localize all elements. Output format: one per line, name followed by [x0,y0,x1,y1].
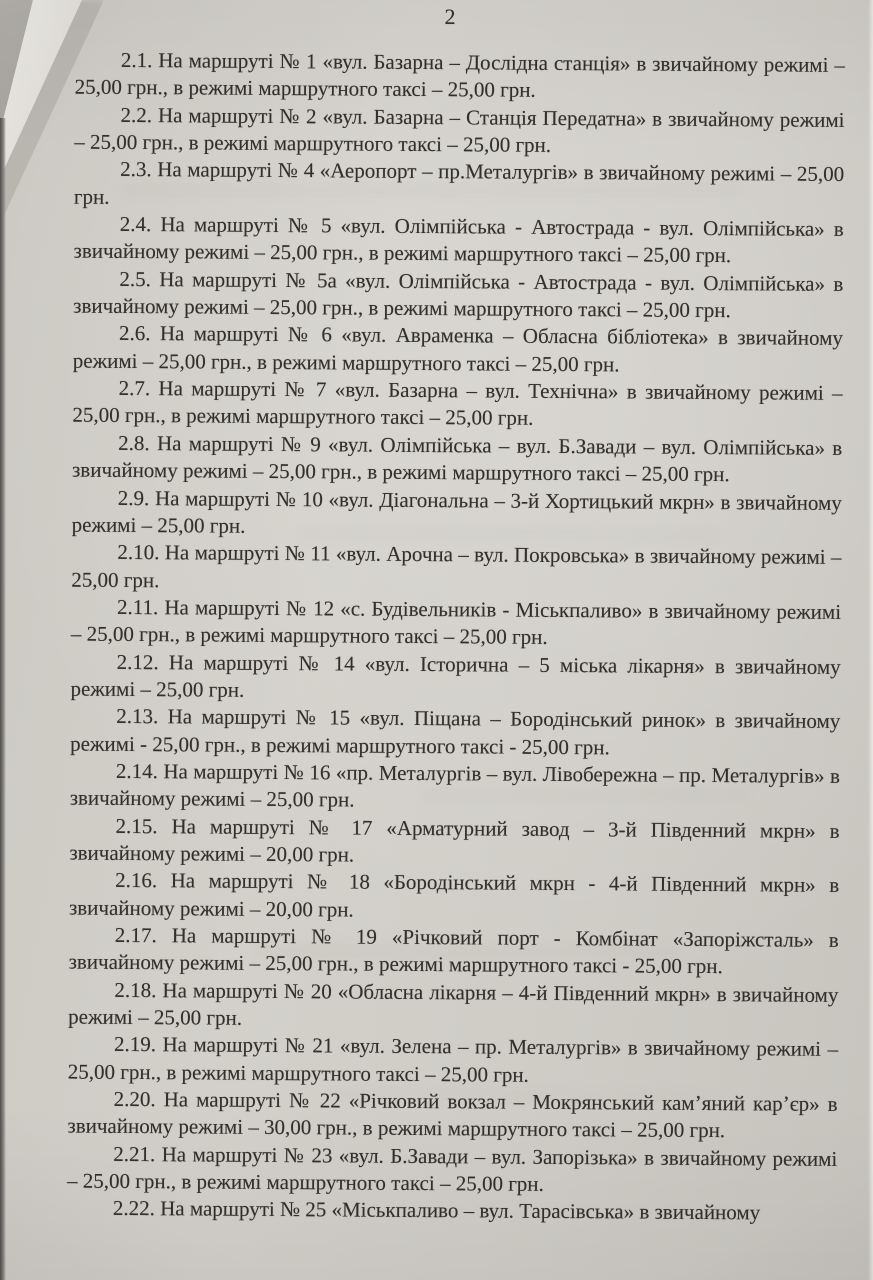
paragraph-2.16: 2.16. На маршруті № 18 «Бородінський мкр… [68,868,840,922]
paragraph-2.3: 2.3. На маршруті № 4 «Аеропорт – пр.Мета… [73,157,845,209]
page-number: 2 [444,4,457,29]
paragraph-2.10: 2.10. На маршруті № 11 «вул. Арочна – ву… [71,540,842,592]
paragraph-list: 2.1. На маршруті № 1 «вул. Базарна – Дос… [67,47,845,1228]
paragraph-2.22: 2.22. На маршруті № 25 «Міськпаливо – ву… [112,1196,761,1225]
paragraph-2.14: 2.14. На маршруті № 16 «пр. Металургів –… [69,758,841,812]
paragraph-2.9: 2.9. На маршруті № 10 «вул. Діагональна … [71,485,842,538]
paragraph-2.21: 2.21. На маршруті № 23 «вул. Б.Завади – … [67,1141,838,1196]
paragraph-2.13: 2.13. На маршруті № 15 «вул. Піщана – Бо… [70,704,841,759]
paragraph-2.5: 2.5. На маршруті № 5а «вул. Олімпійська … [73,266,844,323]
paragraph-2.19: 2.19. На маршруті № 21 «вул. Зелена – пр… [67,1032,839,1087]
paragraph-2.2: 2.2. На маршруті № 2 «вул. Базарна – Ста… [74,102,845,157]
paragraph-2.1: 2.1. На маршруті № 1 «вул. Базарна – Дос… [74,47,845,103]
paragraph-2.18: 2.18. На маршруті № 20 «Обласна лікарня … [68,977,839,1030]
paragraph-2.8: 2.8. На маршруті № 9 «вул. Олімпійська –… [71,430,843,487]
paragraph-2.17: 2.17. На маршруті № 19 «Річковий порт - … [68,922,839,979]
paragraph-2.6: 2.6. На маршруті № 6 «вул. Авраменка – О… [72,321,844,377]
paragraph-2.7: 2.7. На маршруті № 7 «вул. Базарна – вул… [72,376,843,431]
paragraph-2.15: 2.15. На маршруті № 17 «Арматурний завод… [69,813,840,867]
photo-right-edge [868,0,873,1280]
paragraph-2.4: 2.4. На маршруті № 5 «вул. Олімпійська -… [73,211,844,268]
paragraph-2.20: 2.20. На маршруті № 22 «Річковий вокзал … [67,1086,838,1143]
paragraph-2.11: 2.11. На маршруті № 12 «с. Будівельників… [70,594,842,650]
photo-left-edge [0,118,6,1280]
paragraph-2.12: 2.12. На маршруті № 14 «вул. Історична –… [70,649,841,702]
document-body: 2.1. На маршруті № 1 «вул. Базарна – Дос… [67,47,845,1228]
